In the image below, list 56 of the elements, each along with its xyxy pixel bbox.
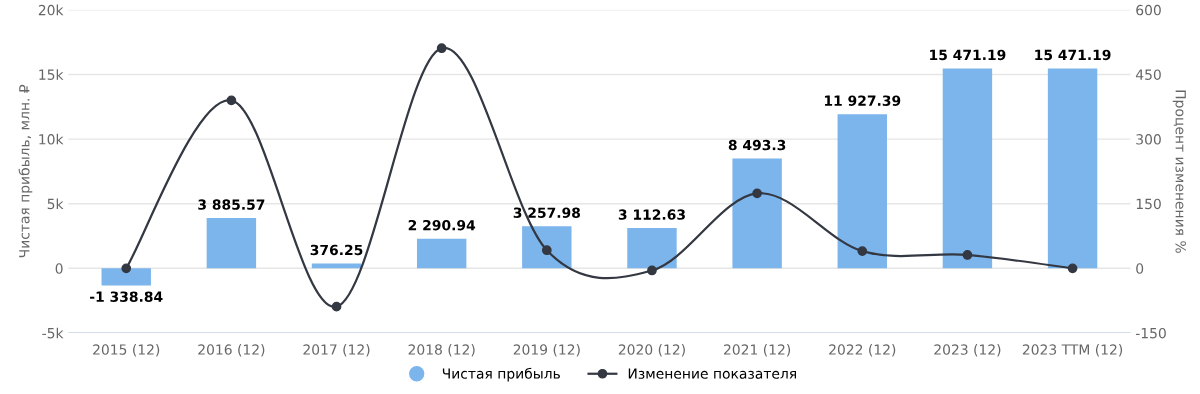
x-tick-label: 2019 (12) <box>513 344 580 357</box>
x-tick-label: 2023 TTM (12) <box>1022 344 1123 357</box>
data-label: 376.25 <box>310 244 363 256</box>
y2-tick-label: 600 <box>1136 4 1161 16</box>
point <box>1067 263 1078 274</box>
y-tick-label: 0 <box>55 263 63 274</box>
x-tick-label: 2018 (12) <box>408 344 475 357</box>
bar <box>837 114 887 269</box>
y2-tick-label: 450 <box>1135 69 1161 80</box>
bar <box>942 68 993 269</box>
point <box>752 188 762 199</box>
point <box>226 95 237 106</box>
x-tick-label: 2021 (12) <box>724 344 791 357</box>
bar <box>206 218 257 269</box>
x-tick-label: 2017 (12) <box>303 344 370 357</box>
y2-tick-label: 150 <box>1136 198 1161 210</box>
y-tick-label: -5k <box>42 327 64 339</box>
data-label: 15 471.19 <box>1035 49 1111 61</box>
y2-tick-label: -150 <box>1135 327 1166 339</box>
legend-label: Изменение показателя <box>628 368 796 379</box>
bar <box>1047 68 1098 269</box>
bar <box>627 228 677 269</box>
x-tick-label: 2022 (12) <box>829 344 896 357</box>
y-tick-label: 20k <box>38 4 64 16</box>
data-label: 3 112.63 <box>618 209 685 220</box>
bar <box>101 268 151 286</box>
legend-label: Чистая прибыль <box>442 367 560 382</box>
point <box>331 301 342 312</box>
x-tick-label: 2016 (12) <box>198 344 265 357</box>
y-axis-title: Чистая прибыль, млн. ₽ <box>18 84 33 258</box>
data-label: 3 257.98 <box>513 207 581 218</box>
data-label: 15 471.19 <box>930 49 1006 61</box>
y-tick-label: 10k <box>39 133 64 145</box>
y-tick-label: 5k <box>47 198 64 210</box>
bar <box>416 238 467 269</box>
data-label: -1 338.84 <box>90 291 163 302</box>
data-label: 8 493.3 <box>728 139 786 151</box>
point <box>541 245 552 256</box>
point <box>121 263 132 274</box>
point <box>962 250 973 260</box>
x-tick-label: 2020 (12) <box>618 344 685 357</box>
bar <box>732 158 782 269</box>
bar <box>311 263 362 269</box>
data-label: 3 885.57 <box>198 199 265 210</box>
data-label: 11 927.39 <box>824 95 901 106</box>
x-tick-label: 2023 (12) <box>934 344 1001 357</box>
data-label: 2 290.94 <box>408 219 476 231</box>
x-tick-label: 2015 (12) <box>93 344 160 357</box>
bar <box>522 226 572 269</box>
y2-tick-label: 300 <box>1136 134 1161 145</box>
point <box>436 43 447 54</box>
point <box>857 246 868 256</box>
point <box>647 265 657 276</box>
y2-tick-label: 0 <box>1136 263 1144 274</box>
y-tick-label: 15k <box>39 69 64 80</box>
y2-axis-title: Процент изменения % <box>1172 90 1186 253</box>
